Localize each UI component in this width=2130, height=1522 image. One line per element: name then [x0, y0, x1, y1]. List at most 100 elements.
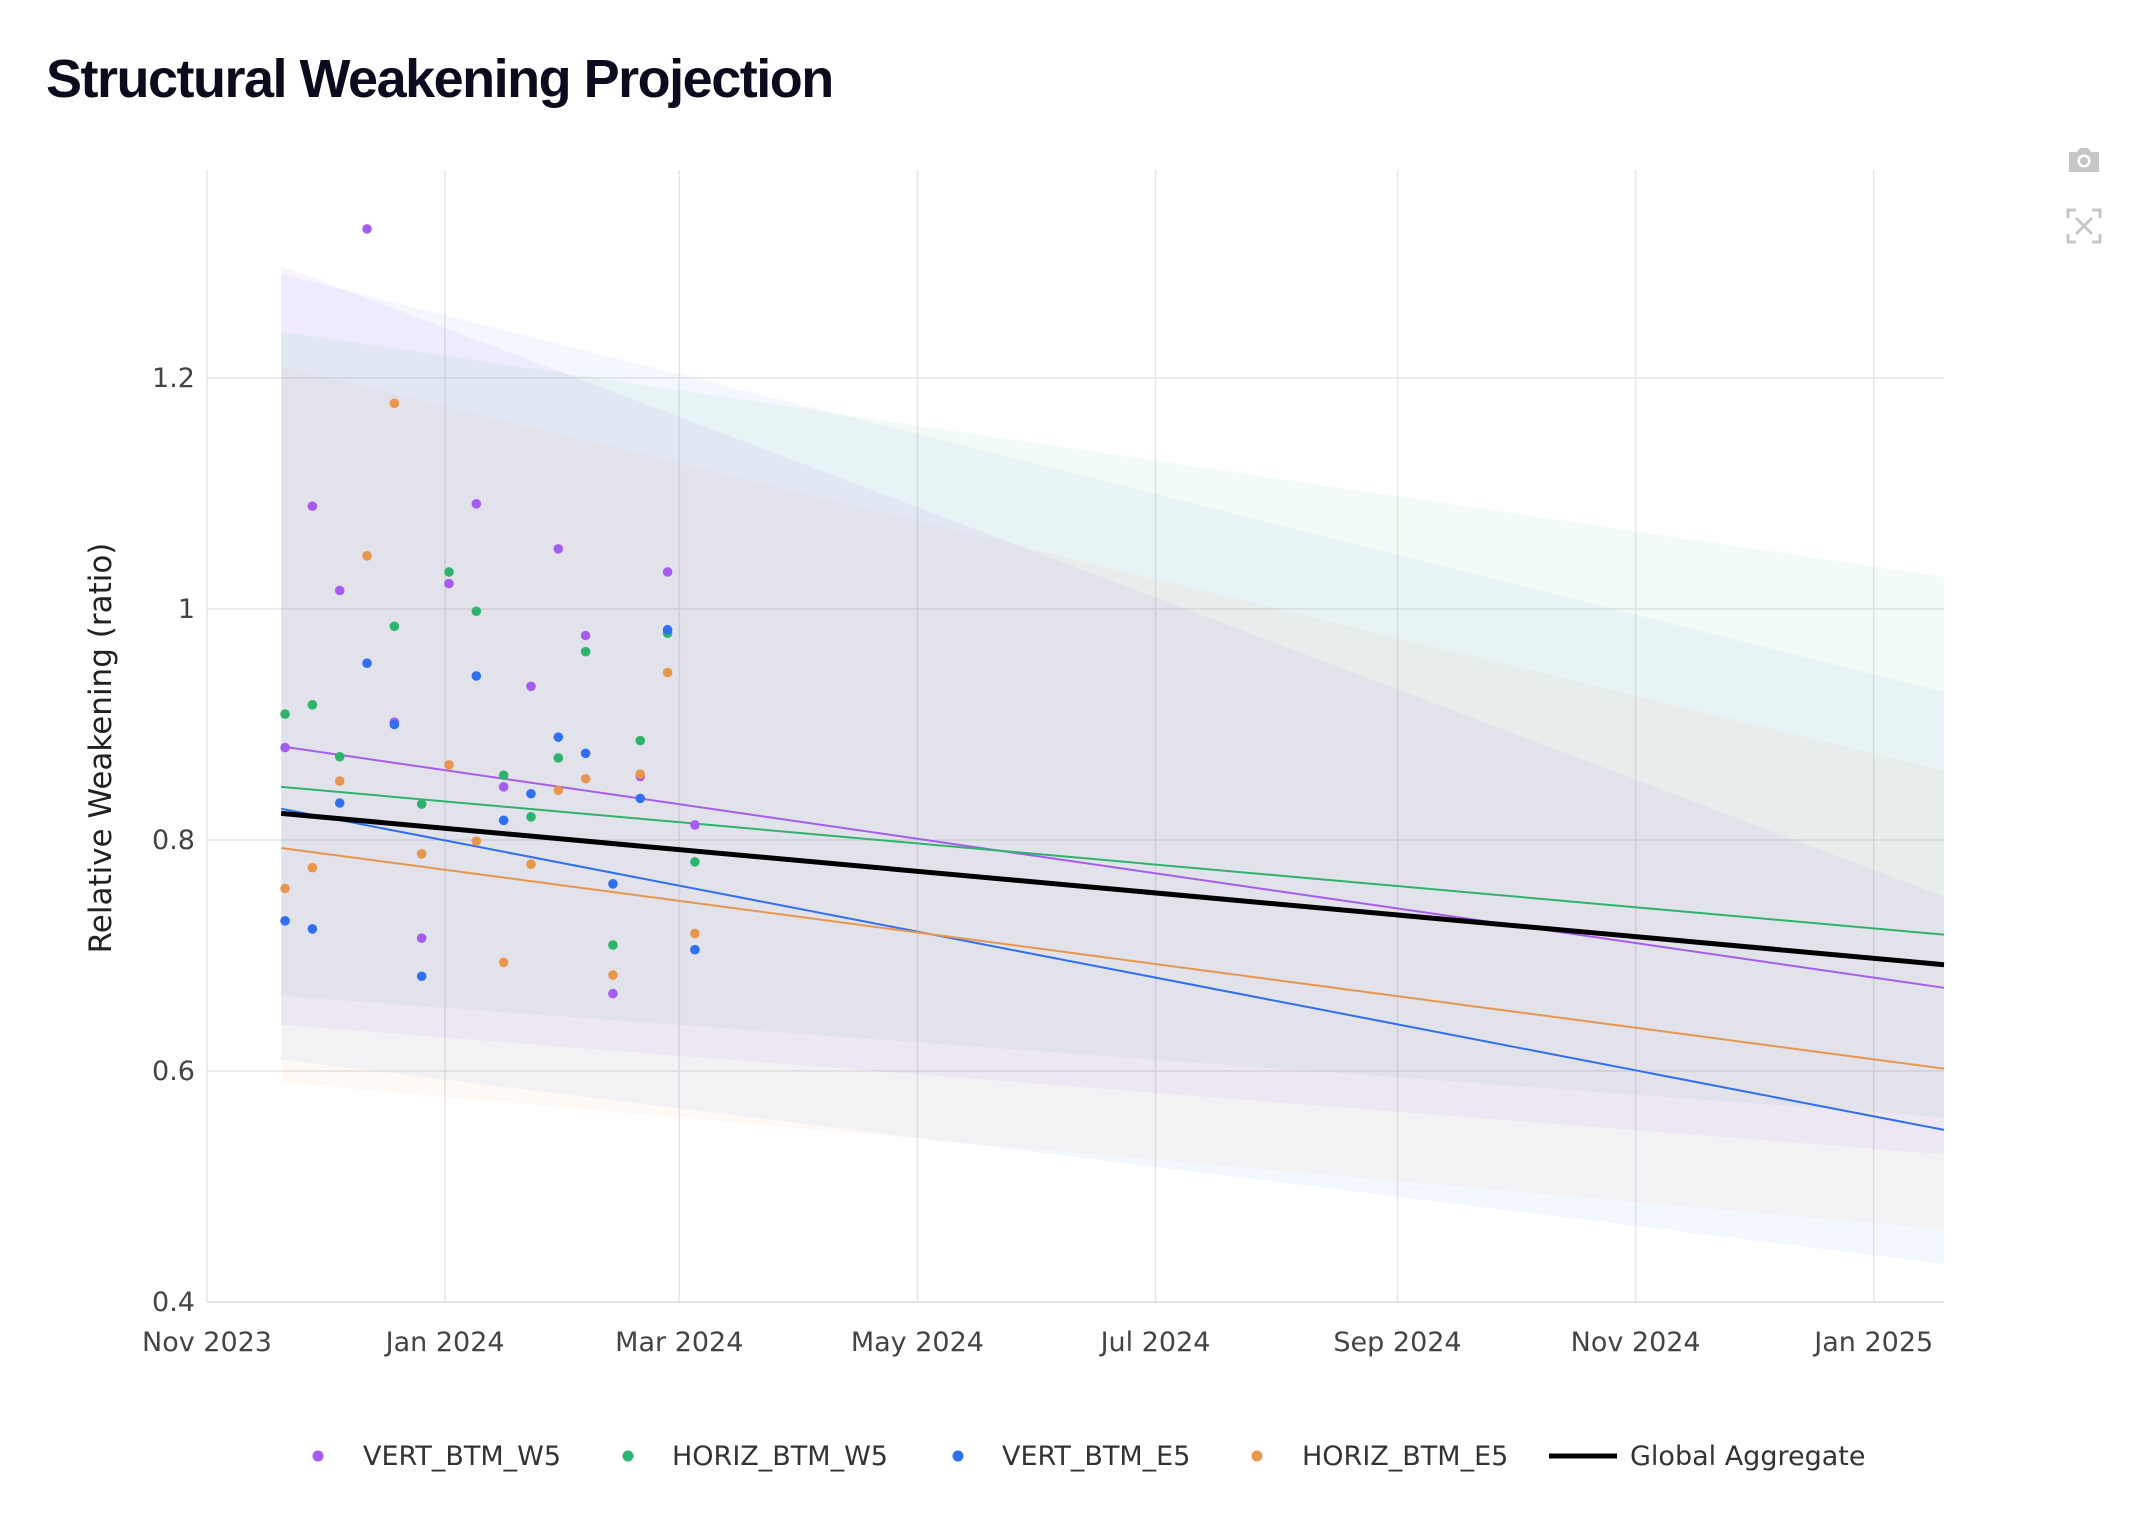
point-vert-btm-w5[interactable]: [334, 585, 345, 596]
point-vert-btm-w5[interactable]: [498, 782, 509, 792]
point-vert-btm-w5[interactable]: [280, 742, 290, 753]
point-vert-btm-w5[interactable]: [608, 988, 618, 999]
y-tick-label: 1: [178, 594, 195, 625]
legend-marker: [312, 1450, 324, 1462]
data-points[interactable]: [280, 224, 700, 999]
point-vert-btm-e5[interactable]: [635, 793, 646, 804]
y-tick-label: 0.4: [152, 1287, 195, 1318]
point-vert-btm-w5[interactable]: [662, 567, 673, 577]
point-horiz-btm-e5[interactable]: [553, 785, 564, 796]
point-horiz-btm-e5[interactable]: [690, 928, 700, 939]
legend-label: HORIZ_BTM_E5: [1302, 1441, 1508, 1472]
point-vert-btm-e5[interactable]: [334, 798, 345, 808]
trend-line-horiz-btm-w5: [281, 785, 1945, 936]
point-horiz-btm-e5[interactable]: [280, 883, 290, 894]
point-vert-btm-e5[interactable]: [690, 944, 700, 955]
point-horiz-btm-e5[interactable]: [471, 836, 482, 846]
point-vert-btm-e5[interactable]: [526, 788, 536, 799]
point-vert-btm-e5[interactable]: [389, 719, 400, 730]
point-horiz-btm-w5[interactable]: [444, 567, 454, 577]
y-tick-label: 1.2: [152, 363, 195, 394]
point-vert-btm-e5[interactable]: [416, 971, 427, 982]
point-horiz-btm-w5[interactable]: [471, 606, 482, 617]
point-horiz-btm-e5[interactable]: [334, 776, 345, 786]
point-vert-btm-e5[interactable]: [662, 624, 673, 635]
legend[interactable]: VERT_BTM_W5 HORIZ_BTM_W5 VERT_BTM_E5 HORIZ_…: [312, 1441, 1866, 1472]
point-horiz-btm-e5[interactable]: [498, 957, 509, 968]
point-horiz-btm-e5[interactable]: [389, 398, 400, 409]
confidence-bands: [281, 265, 1944, 1264]
point-horiz-btm-w5[interactable]: [307, 700, 318, 710]
chart-title: Structural Weakening Projection: [46, 49, 834, 109]
point-vert-btm-e5[interactable]: [280, 916, 290, 926]
modebar: [2064, 140, 2112, 272]
legend-item-horiz-btm-e5[interactable]: HORIZ_BTM_E5: [1251, 1441, 1509, 1472]
trend-line-horiz-btm-e5: [281, 847, 1945, 1070]
x-tick-label: Jan 2024: [384, 1327, 505, 1358]
point-horiz-btm-w5[interactable]: [690, 857, 700, 867]
x-tick-label: Nov 2024: [1571, 1327, 1701, 1358]
legend-item-vert-btm-w5[interactable]: VERT_BTM_W5: [312, 1441, 562, 1472]
point-vert-btm-e5[interactable]: [498, 815, 509, 826]
legend-label: VERT_BTM_E5: [1002, 1441, 1190, 1472]
point-vert-btm-w5[interactable]: [553, 544, 564, 554]
point-vert-btm-w5[interactable]: [444, 578, 454, 589]
point-horiz-btm-e5[interactable]: [416, 849, 427, 859]
point-vert-btm-w5[interactable]: [471, 499, 482, 509]
point-horiz-btm-e5[interactable]: [635, 769, 646, 779]
grid-lines: [206, 170, 1944, 1303]
point-vert-btm-w5[interactable]: [416, 933, 427, 943]
point-horiz-btm-w5[interactable]: [580, 646, 591, 657]
legend-item-horiz-btm-w5[interactable]: HORIZ_BTM_W5: [622, 1441, 888, 1472]
x-tick-label: Sep 2024: [1333, 1327, 1461, 1358]
point-horiz-btm-w5[interactable]: [553, 753, 564, 763]
point-horiz-btm-w5[interactable]: [280, 709, 290, 719]
point-vert-btm-w5[interactable]: [362, 224, 372, 234]
point-horiz-btm-e5[interactable]: [526, 859, 536, 870]
point-vert-btm-e5[interactable]: [471, 671, 482, 681]
legend-label: Global Aggregate: [1630, 1441, 1865, 1472]
point-horiz-btm-w5[interactable]: [416, 799, 427, 809]
point-vert-btm-w5[interactable]: [526, 681, 536, 692]
point-vert-btm-e5[interactable]: [580, 748, 591, 759]
point-horiz-btm-w5[interactable]: [498, 770, 509, 781]
confidence-band-horiz-btm-w5: [281, 331, 1944, 1118]
legend-item-global-aggregate[interactable]: Global Aggregate: [1549, 1441, 1865, 1472]
legend-label: VERT_BTM_W5: [363, 1441, 561, 1472]
reset-axes-icon[interactable]: [2064, 206, 2108, 250]
legend-marker: [952, 1450, 964, 1462]
point-horiz-btm-e5[interactable]: [307, 862, 318, 873]
legend-label: HORIZ_BTM_W5: [672, 1441, 888, 1472]
point-horiz-btm-w5[interactable]: [635, 735, 646, 746]
point-horiz-btm-w5[interactable]: [334, 751, 345, 762]
point-horiz-btm-e5[interactable]: [362, 551, 372, 561]
trend-line-vert-btm-e5: [280, 807, 1945, 1131]
y-tick-label: 0.8: [152, 825, 195, 856]
point-horiz-btm-e5[interactable]: [608, 970, 618, 980]
y-axis-label: Relative Weakening (ratio): [83, 543, 119, 954]
x-tick-label: Jul 2024: [1099, 1327, 1211, 1358]
point-vert-btm-w5[interactable]: [580, 630, 591, 641]
global-aggregate-line: [280, 810, 1945, 968]
y-tick-label: 0.6: [152, 1056, 195, 1087]
point-horiz-btm-w5[interactable]: [526, 812, 536, 822]
confidence-band-vert-btm-e5: [281, 273, 1944, 1264]
point-vert-btm-e5[interactable]: [362, 658, 372, 669]
legend-item-vert-btm-e5[interactable]: VERT_BTM_E5: [952, 1441, 1191, 1472]
point-horiz-btm-w5[interactable]: [389, 621, 400, 632]
point-horiz-btm-e5[interactable]: [580, 773, 591, 784]
point-vert-btm-e5[interactable]: [553, 732, 564, 742]
point-horiz-btm-e5[interactable]: [444, 760, 454, 770]
point-vert-btm-w5[interactable]: [307, 501, 318, 511]
point-horiz-btm-e5[interactable]: [662, 667, 673, 678]
point-vert-btm-e5[interactable]: [307, 924, 318, 934]
point-horiz-btm-w5[interactable]: [608, 940, 618, 950]
axes: Nov 2023 Jan 2024 Mar 2024 May 2024 Jul 2024…: [142, 363, 1933, 1358]
x-tick-label: Mar 2024: [615, 1327, 743, 1358]
x-tick-label: Jan 2025: [1812, 1327, 1933, 1358]
point-vert-btm-w5[interactable]: [690, 820, 700, 830]
x-tick-label: May 2024: [851, 1327, 984, 1358]
point-vert-btm-e5[interactable]: [608, 879, 618, 889]
camera-icon[interactable]: [2064, 140, 2108, 184]
